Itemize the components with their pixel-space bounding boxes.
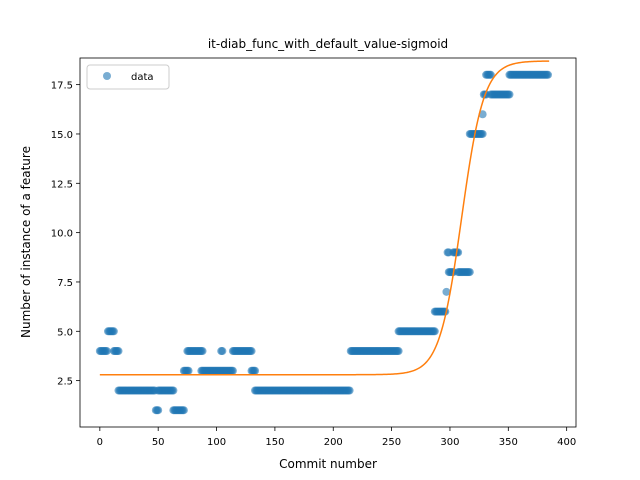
y-tick-label: 15.0 bbox=[51, 130, 73, 141]
data-point bbox=[251, 366, 260, 375]
data-point bbox=[109, 327, 118, 336]
plot-area bbox=[95, 60, 552, 415]
chart-title: it-diab_func_with_default_value-sigmoid bbox=[208, 37, 448, 51]
data-point bbox=[486, 70, 495, 79]
x-tick-label: 350 bbox=[499, 437, 518, 448]
data-point bbox=[102, 347, 111, 356]
data-point bbox=[442, 287, 451, 296]
legend-label-data: data bbox=[131, 72, 154, 83]
x-tick-label: 300 bbox=[440, 437, 459, 448]
x-axis-label: Commit number bbox=[279, 457, 377, 471]
x-tick-label: 0 bbox=[97, 437, 103, 448]
y-tick-label: 10.0 bbox=[51, 229, 73, 240]
x-tick-label: 200 bbox=[324, 437, 343, 448]
data-point bbox=[114, 347, 123, 356]
data-point bbox=[430, 327, 439, 336]
data-point bbox=[247, 347, 256, 356]
data-point bbox=[169, 386, 178, 395]
data-point bbox=[465, 268, 474, 277]
y-axis-label: Number of instance of a feature bbox=[19, 146, 33, 338]
legend-marker bbox=[103, 72, 111, 80]
x-tick-label: 50 bbox=[152, 437, 165, 448]
y-tick-label: 2.5 bbox=[57, 377, 73, 388]
x-axis: 0 50 100 150 200 250 300 350 400 bbox=[97, 427, 576, 448]
y-tick-label: 7.5 bbox=[57, 278, 73, 289]
data-point bbox=[198, 347, 207, 356]
data-point bbox=[228, 366, 237, 375]
data-point bbox=[184, 366, 193, 375]
plot-frame bbox=[79, 57, 577, 428]
y-tick-label: 17.5 bbox=[51, 81, 73, 92]
data-point bbox=[454, 248, 463, 257]
legend-box bbox=[86, 64, 170, 90]
y-axis: 2.5 5.0 7.5 10.0 12.5 15.0 17.5 bbox=[51, 81, 80, 388]
x-tick-label: 150 bbox=[265, 437, 284, 448]
x-tick-label: 400 bbox=[557, 437, 576, 448]
y-tick-label: 12.5 bbox=[51, 179, 73, 190]
data-point bbox=[505, 90, 514, 99]
data-points bbox=[95, 70, 552, 415]
data-point bbox=[345, 386, 354, 395]
legend: data bbox=[86, 64, 170, 90]
data-point bbox=[179, 406, 188, 415]
x-tick-label: 250 bbox=[382, 437, 401, 448]
data-point bbox=[478, 110, 487, 119]
data-point bbox=[394, 347, 403, 356]
x-tick-label: 100 bbox=[207, 437, 226, 448]
data-point bbox=[218, 347, 227, 356]
data-point bbox=[154, 406, 163, 415]
data-point bbox=[478, 129, 487, 138]
fit-line bbox=[99, 60, 550, 376]
y-tick-label: 5.0 bbox=[57, 327, 73, 338]
data-point bbox=[543, 70, 552, 79]
